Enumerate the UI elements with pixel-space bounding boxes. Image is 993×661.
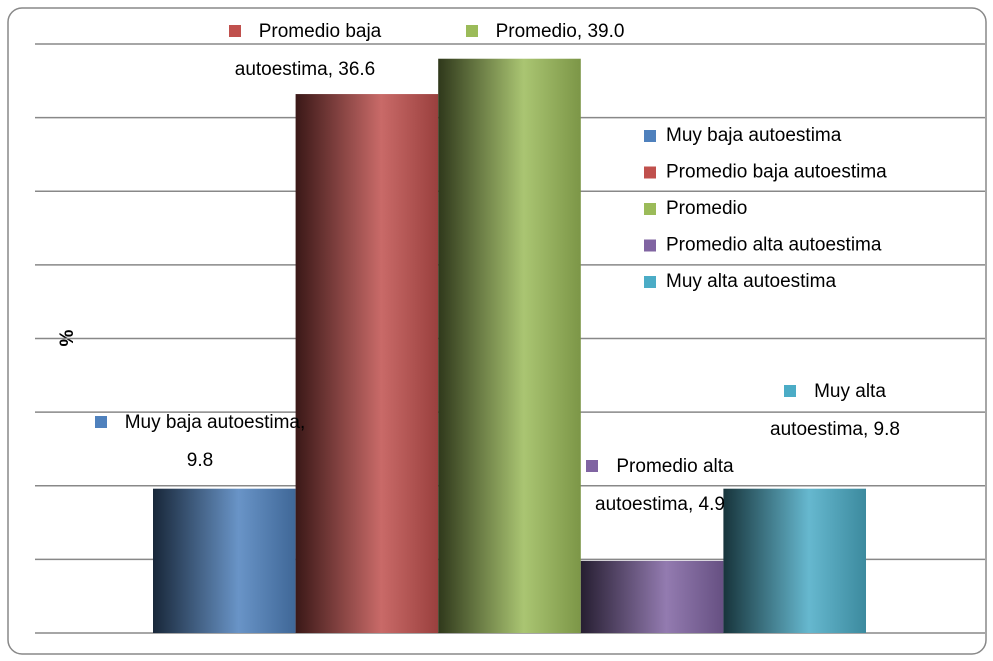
- label-swatch: [228, 25, 241, 37]
- label-value: 39.0: [587, 21, 625, 42]
- data-label: Muy baja autoestima 9.8: [90, 404, 310, 480]
- data-label: Promedio baja autoestima36.6: [200, 13, 410, 89]
- legend-label: Promedio baja autoestima: [666, 162, 887, 183]
- legend-label: Muy alta autoestima: [666, 271, 836, 292]
- bar: [723, 488, 866, 633]
- legend-swatch: [644, 203, 656, 215]
- label-value: 4.9: [698, 494, 725, 515]
- bar: [580, 560, 724, 633]
- label-value: 36.6: [338, 59, 376, 80]
- label-category: Promedio: [496, 21, 588, 42]
- bar: [295, 94, 439, 633]
- bar: [438, 58, 581, 634]
- legend-swatch: [644, 166, 656, 179]
- legend-swatch: [644, 130, 656, 142]
- label-swatch: [465, 25, 478, 37]
- legend-label: Promedio alta autoestima: [666, 235, 882, 256]
- data-label: Promedio39.0: [415, 13, 675, 51]
- legend-swatch: [644, 276, 656, 288]
- bar: [153, 488, 296, 633]
- label-swatch: [94, 416, 107, 428]
- data-label: Muy alta autoestima9.8: [735, 373, 935, 449]
- label-value: 9.8: [186, 450, 214, 471]
- legend-label: Promedio: [666, 198, 747, 219]
- legend-label: Muy baja autoestima: [666, 125, 842, 146]
- label-category: Muy baja autoestima: [125, 412, 306, 433]
- label-swatch: [784, 385, 797, 397]
- data-label: Promedio alta autoestima4.9: [560, 448, 760, 524]
- legend-swatch: [644, 239, 656, 252]
- label-value: 9.8: [873, 419, 900, 440]
- label-swatch: [586, 460, 599, 472]
